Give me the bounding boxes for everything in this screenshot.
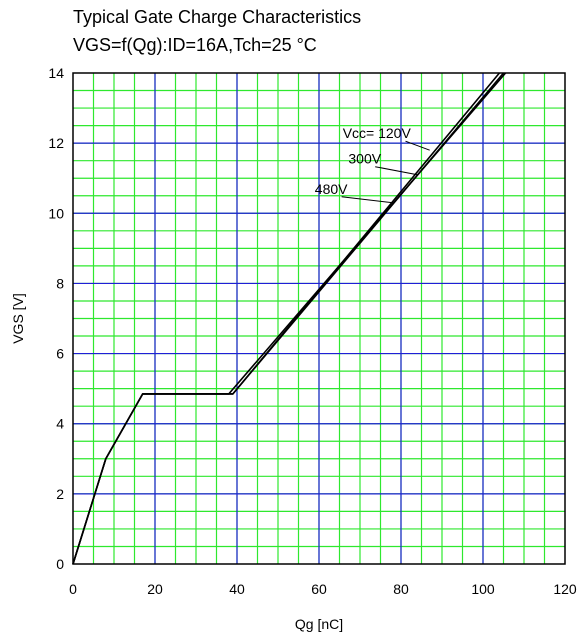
annotation-leader-line bbox=[341, 196, 393, 204]
major-grid bbox=[73, 73, 565, 564]
y-tick-label: 6 bbox=[56, 346, 64, 362]
chart-subtitle: VGS=f(Qg):ID=16A,Tch=25 °C bbox=[73, 35, 317, 55]
series-layer bbox=[72, 72, 507, 565]
x-tick-label: 40 bbox=[229, 581, 245, 597]
y-tick-label: 12 bbox=[48, 135, 64, 151]
annotation-leader-line bbox=[405, 140, 430, 151]
y-tick-label: 8 bbox=[56, 275, 64, 291]
x-tick-label: 100 bbox=[471, 581, 495, 597]
series-line-3 bbox=[72, 72, 507, 565]
x-tick-label: 120 bbox=[553, 581, 577, 597]
x-tick-label: 80 bbox=[393, 581, 409, 597]
y-tick-label: 10 bbox=[48, 205, 64, 221]
x-tick-label: 60 bbox=[311, 581, 327, 597]
x-tick-label: 0 bbox=[69, 581, 77, 597]
y-axis-label: VGS [V] bbox=[10, 293, 26, 344]
series-annotation-label: Vcc= 120V bbox=[343, 125, 412, 141]
x-tick-label: 20 bbox=[147, 581, 163, 597]
y-tick-label: 4 bbox=[56, 416, 64, 432]
plot-frame bbox=[72, 72, 566, 565]
series-annotation-label: 480V bbox=[315, 181, 348, 197]
x-axis-label: Qg [nC] bbox=[295, 616, 343, 632]
annotation-leader-line bbox=[375, 166, 418, 176]
y-tick-label: 0 bbox=[56, 556, 64, 572]
chart-title: Typical Gate Charge Characteristics bbox=[73, 7, 362, 27]
y-tick-label: 2 bbox=[56, 486, 64, 502]
x-axis-ticks: 0 20 40 60 80 100 120 bbox=[69, 581, 577, 597]
series-annotation-label: 300V bbox=[348, 151, 381, 167]
y-tick-label: 14 bbox=[48, 65, 64, 81]
y-axis-ticks: 0 2 4 6 8 10 12 14 bbox=[48, 65, 64, 572]
